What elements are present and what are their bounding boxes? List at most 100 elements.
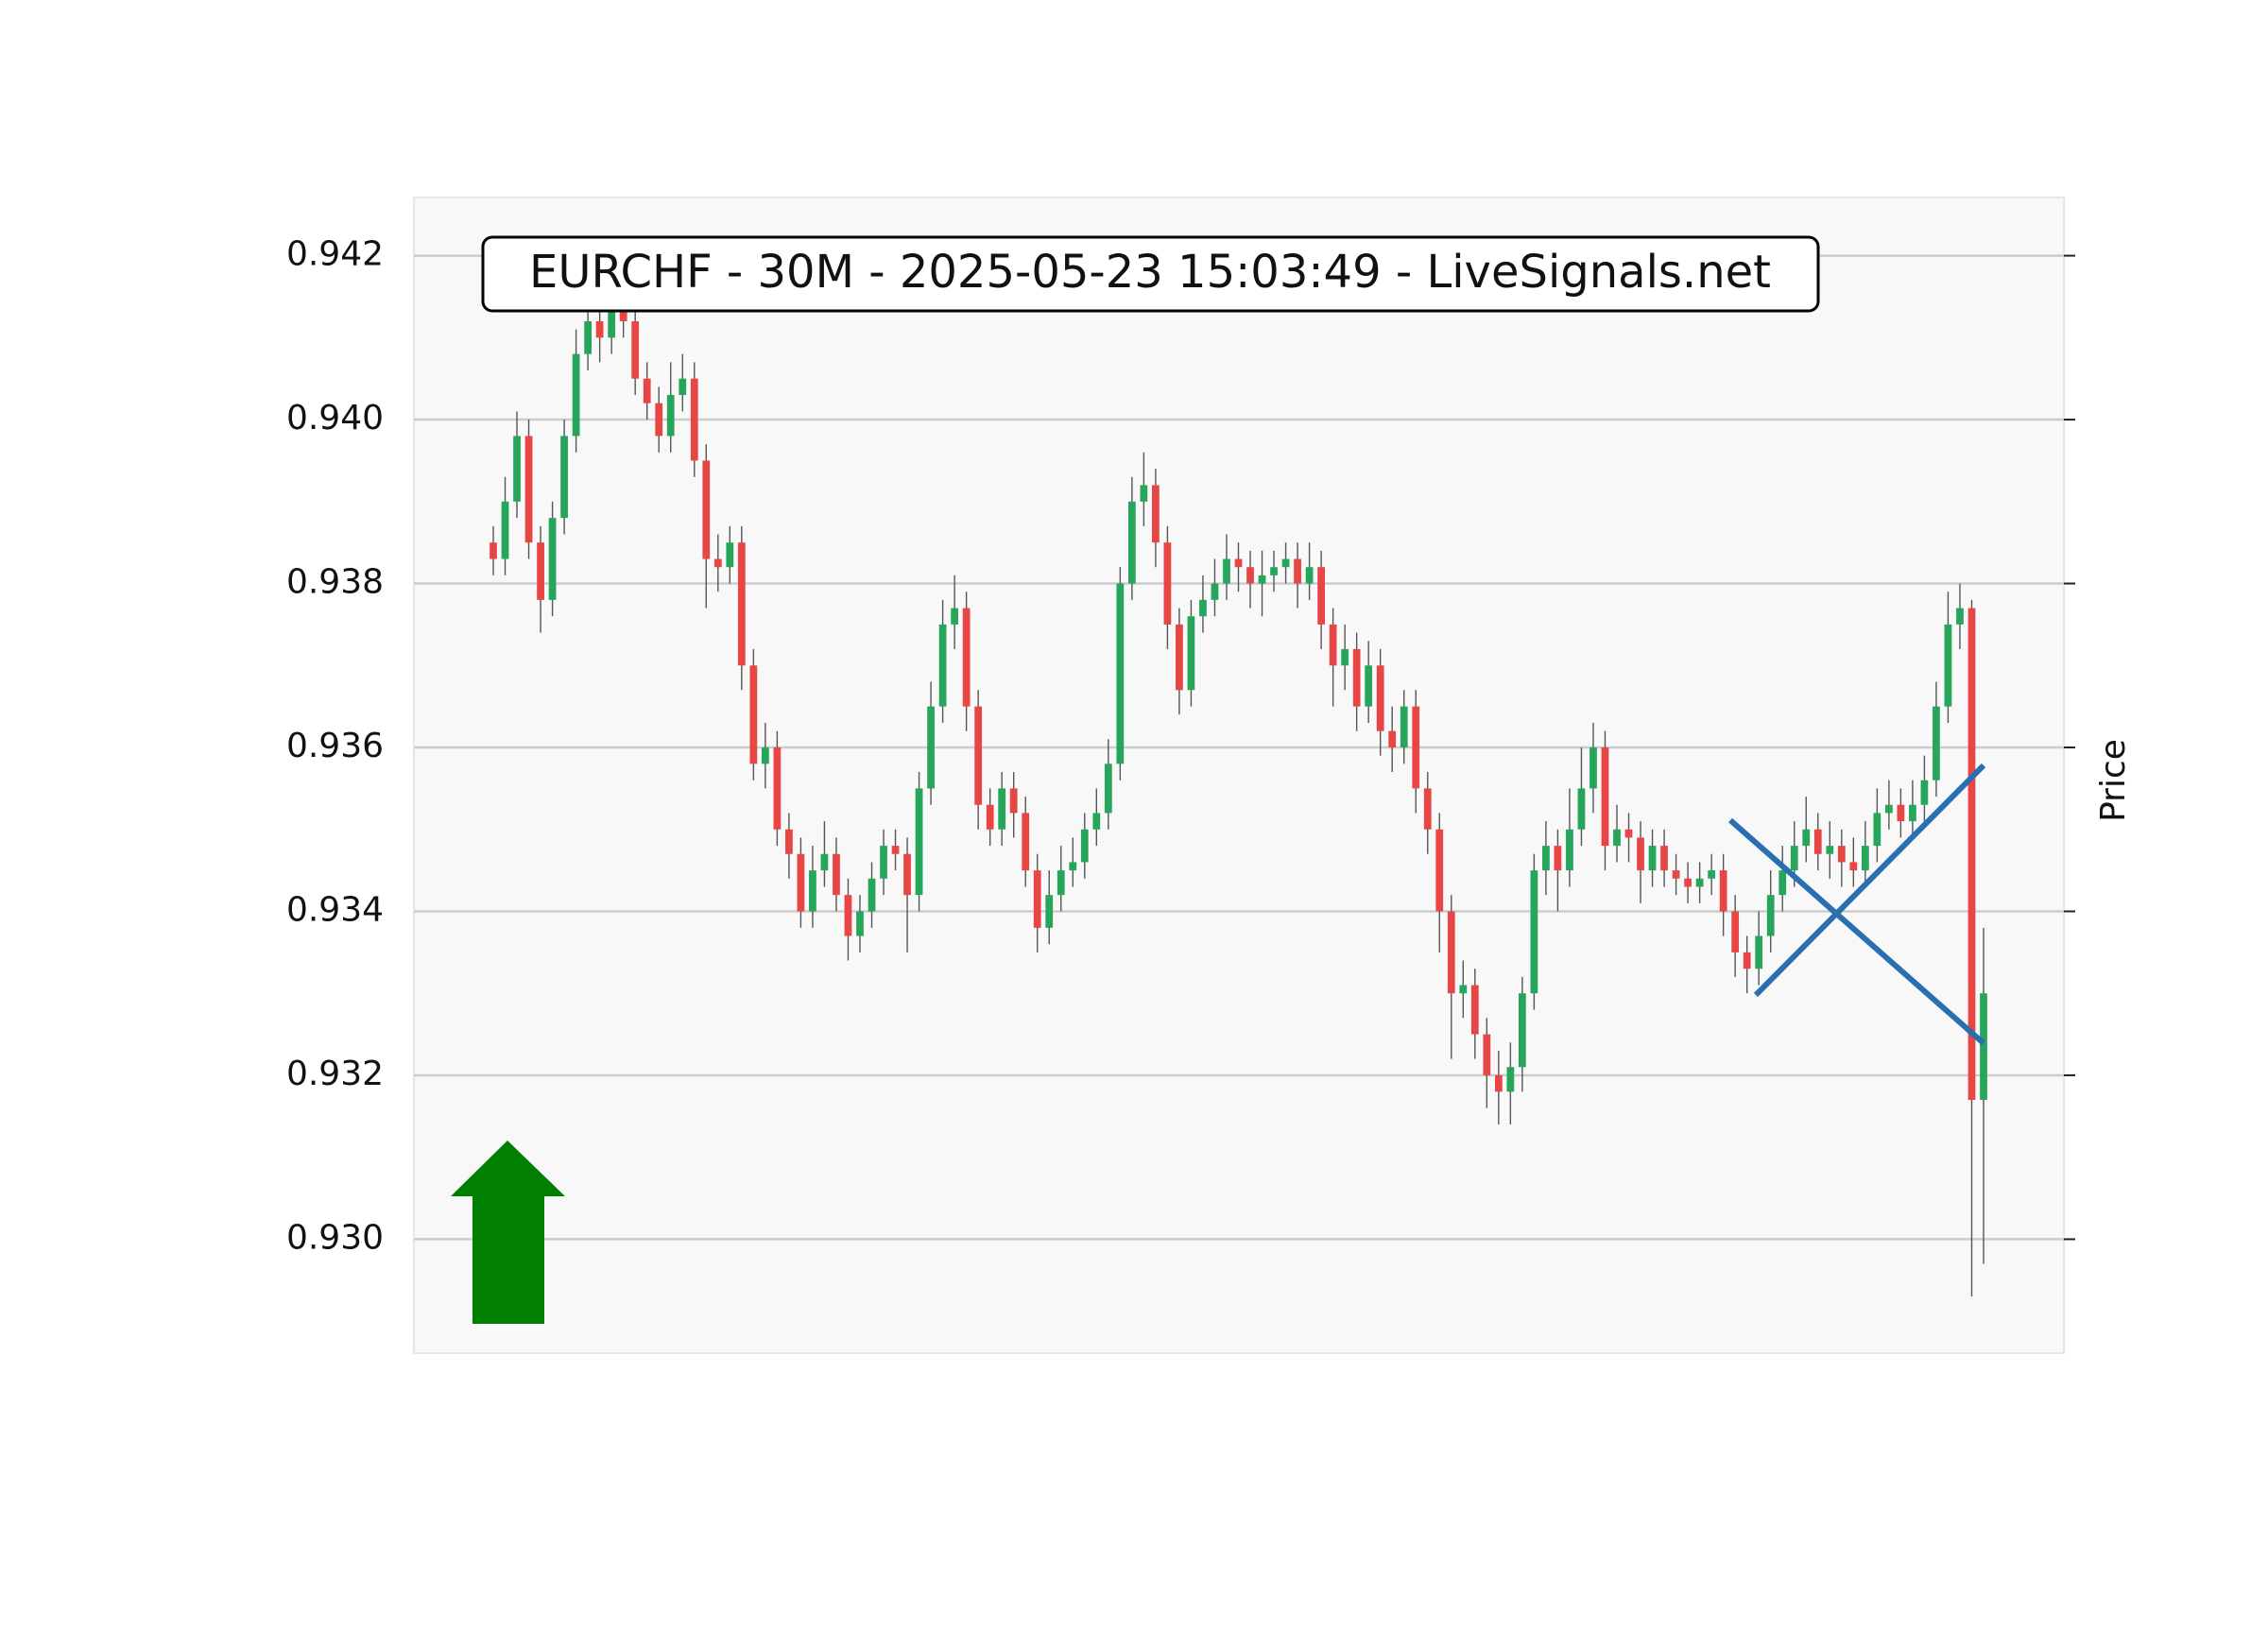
candle-body: [1447, 911, 1455, 994]
candle-body: [1258, 575, 1266, 584]
candle-body: [572, 353, 580, 437]
candle-body: [584, 320, 593, 354]
title-box: [481, 235, 1820, 313]
pattern-line: [1753, 763, 1986, 998]
candle-body: [1897, 804, 1905, 822]
candle-body: [856, 911, 864, 936]
y-tick-label: 0.938: [286, 563, 384, 602]
candle-body: [1695, 878, 1704, 887]
candle-body: [797, 853, 805, 912]
candle-body: [643, 378, 651, 403]
candle-body: [537, 542, 544, 600]
y-tick-label: 0.942: [286, 235, 384, 274]
candle-body: [1116, 583, 1125, 764]
candle-body: [560, 436, 568, 519]
candle-body: [1530, 870, 1538, 994]
candle-body: [1140, 485, 1148, 502]
candle-body: [1352, 648, 1361, 707]
candle-body: [820, 853, 829, 871]
up-arrow: [451, 1141, 565, 1324]
candle-body: [1909, 804, 1916, 822]
candle-body: [1294, 558, 1301, 584]
candle-body: [1813, 829, 1822, 854]
candle-body: [1554, 846, 1562, 871]
candle-body: [1719, 870, 1727, 912]
candle-body: [737, 542, 746, 666]
candle-body: [490, 542, 497, 559]
candle-body: [1163, 542, 1172, 625]
candle-body: [1648, 846, 1657, 871]
candle-body: [1459, 985, 1468, 994]
candle-body: [785, 829, 793, 854]
candle-body: [1708, 870, 1716, 879]
y-tick-label: 0.932: [286, 1055, 384, 1093]
candle-body: [1577, 788, 1586, 830]
y-tick-label: 0.936: [286, 727, 384, 765]
candle-body: [1506, 1067, 1515, 1092]
candle-body: [679, 378, 687, 396]
candle-body: [1672, 870, 1680, 879]
candle-body: [1033, 870, 1041, 928]
candle-body: [702, 460, 711, 559]
candle-body: [655, 403, 663, 437]
candle-body: [631, 320, 640, 379]
candle-body: [1660, 846, 1668, 871]
candle-body: [1376, 665, 1384, 731]
candle-body: [1826, 846, 1834, 854]
candle-body: [1601, 747, 1609, 847]
candle-body: [1731, 911, 1740, 952]
candle-body: [809, 870, 816, 912]
candle-body: [1624, 829, 1633, 838]
candle-body: [666, 395, 675, 437]
candle-body: [1849, 862, 1858, 871]
candle-body: [1884, 804, 1893, 814]
candle-body: [1127, 501, 1136, 584]
candle-body: [1329, 624, 1337, 666]
candle-body: [1092, 813, 1101, 830]
candle-body: [1341, 648, 1349, 666]
candle-body: [1933, 706, 1940, 781]
candle-body: [1187, 616, 1195, 691]
y-axis-label: Price: [2094, 739, 2133, 822]
candle-body: [1613, 829, 1621, 847]
candle-body: [1069, 862, 1077, 871]
candle-body: [1790, 846, 1798, 871]
candle-body: [1435, 829, 1444, 912]
candle-body: [962, 608, 971, 707]
candle-body: [1365, 665, 1373, 707]
candle-body: [1412, 706, 1420, 789]
candle-body: [1519, 993, 1526, 1068]
candle-body: [1388, 730, 1397, 748]
candle-body: [524, 436, 533, 543]
candle-body: [1199, 599, 1207, 617]
candle-body: [1566, 829, 1573, 871]
candle-body: [548, 518, 557, 600]
candle-body: [891, 846, 900, 854]
candle-body: [761, 747, 769, 764]
candle-body: [1589, 747, 1597, 789]
candle-body: [1423, 788, 1432, 830]
candle-body: [1080, 829, 1089, 863]
candle-body: [1494, 1074, 1503, 1092]
candle-body: [1637, 837, 1644, 871]
candle-body: [986, 804, 994, 830]
candle-body: [1281, 558, 1290, 568]
y-tick-label: 0.930: [286, 1218, 384, 1257]
candle-body: [595, 320, 604, 338]
candle-body: [1920, 780, 1929, 805]
candle-body: [1045, 895, 1054, 928]
candle-body: [1009, 788, 1018, 814]
candle-body: [903, 853, 911, 896]
candle-body: [1766, 895, 1775, 936]
candle-body: [1211, 583, 1219, 600]
candle-body: [844, 895, 852, 936]
candle-body: [1470, 985, 1479, 1035]
candle-body: [1234, 558, 1243, 568]
candle-body: [1743, 952, 1751, 969]
candle-body: [1873, 813, 1881, 847]
candle-body: [1802, 829, 1811, 847]
candle-body: [1956, 608, 1964, 625]
candle-body: [1305, 567, 1314, 584]
